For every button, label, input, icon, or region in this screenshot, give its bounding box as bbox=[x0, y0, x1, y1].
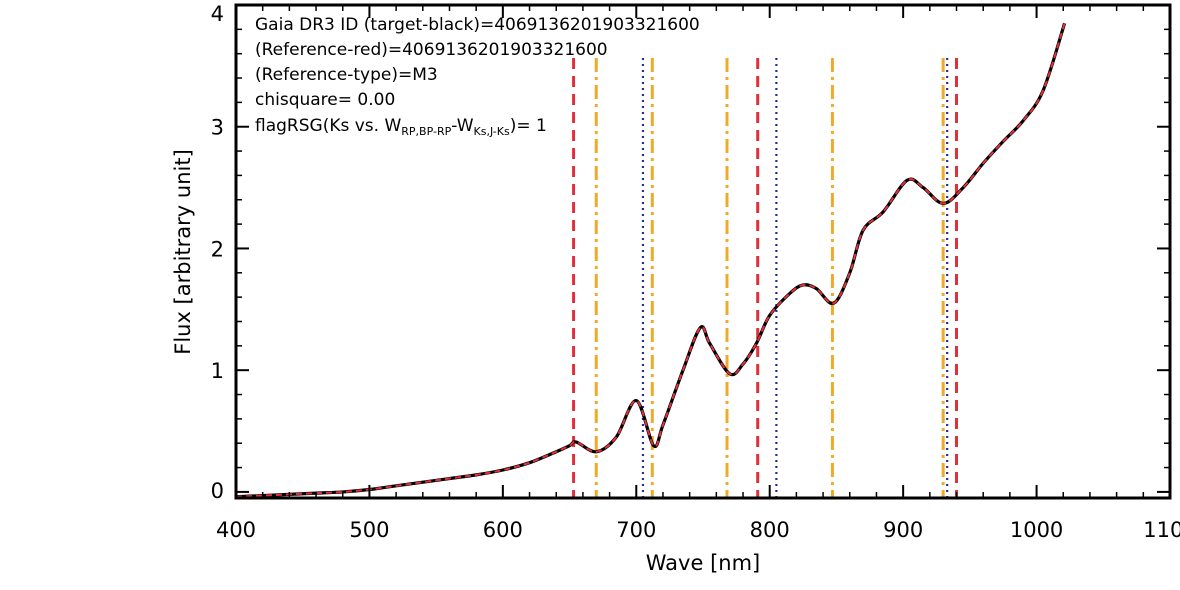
y-tick-label: 1 bbox=[211, 359, 224, 383]
target-spectrum-line bbox=[235, 22, 1067, 499]
flag-rsg-main: flagRSG(Ks vs. W bbox=[255, 116, 401, 136]
x-axis-label: Wave [nm] bbox=[646, 551, 760, 575]
annotation-flag-rsg: flagRSG(Ks vs. WRP,BP-RP-WKs,J-Ks)= 1 bbox=[255, 116, 547, 138]
spectrum-series bbox=[235, 22, 1067, 499]
x-tick-label: 500 bbox=[349, 518, 389, 542]
x-tick-label: 800 bbox=[750, 518, 790, 542]
annotation-reference-type: (Reference-type)=M3 bbox=[255, 65, 438, 85]
x-tick-label: 900 bbox=[883, 518, 923, 542]
flag-rsg-sub1: RP,BP-RP bbox=[401, 125, 451, 138]
plot-frame bbox=[234, 3, 1172, 500]
vertical-lines bbox=[572, 58, 959, 498]
annotation-reference-red: (Reference-red)=4069136201903321600 bbox=[255, 40, 608, 60]
annotation-gaia-id: Gaia DR3 ID (target-black)=4069136201903… bbox=[255, 15, 700, 35]
flag-rsg-mid: -W bbox=[451, 116, 473, 136]
y-tick-label: 3 bbox=[211, 116, 224, 140]
y-axis-ticks: 0 1 2 3 4 bbox=[211, 2, 1170, 503]
y-tick-label: 4 bbox=[211, 2, 224, 26]
x-tick-label: 1000 bbox=[1010, 518, 1063, 542]
x-tick-label: 700 bbox=[616, 518, 656, 542]
flag-rsg-end: )= 1 bbox=[510, 116, 547, 136]
annotation-chisquare: chisquare= 0.00 bbox=[255, 90, 395, 110]
y-axis-label: Flux [arbitrary unit] bbox=[171, 149, 195, 355]
annotation-block: Gaia DR3 ID (target-black)=4069136201903… bbox=[255, 15, 700, 138]
x-tick-label: 600 bbox=[483, 518, 523, 542]
y-tick-label: 0 bbox=[211, 479, 224, 503]
x-tick-label: 400 bbox=[216, 518, 256, 542]
flag-rsg-sub2: Ks,J-Ks bbox=[474, 125, 510, 138]
y-tick-label: 2 bbox=[211, 237, 224, 261]
